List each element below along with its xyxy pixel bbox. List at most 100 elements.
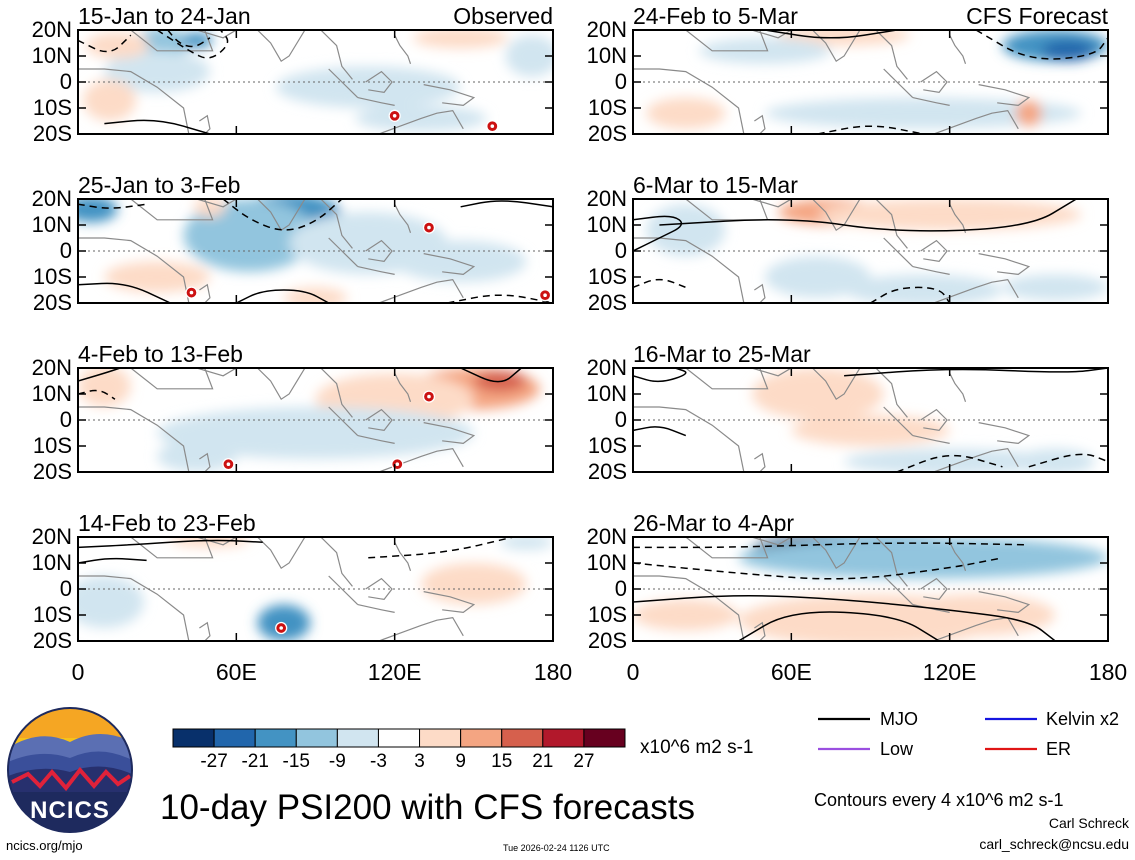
coastline bbox=[633, 199, 769, 221]
cyclone-icon bbox=[391, 458, 404, 471]
panel-title: 4-Feb to 13-Feb bbox=[78, 341, 243, 367]
coastline bbox=[78, 30, 214, 52]
coastline bbox=[423, 253, 476, 276]
colorbar-swatch bbox=[172, 728, 215, 748]
coastline bbox=[365, 70, 393, 94]
cyclone-icon bbox=[538, 289, 552, 302]
anomaly-region bbox=[170, 537, 250, 548]
y-tick-label: 0 bbox=[59, 576, 72, 601]
y-tick-label: 20S bbox=[32, 290, 72, 315]
anomaly-region bbox=[394, 240, 527, 283]
coastline bbox=[78, 406, 190, 472]
legend-label-er: ER bbox=[1046, 739, 1072, 759]
anomaly-region bbox=[83, 79, 137, 121]
coastline bbox=[920, 239, 948, 263]
y-tick-label: 10S bbox=[32, 95, 72, 120]
mjo-contour bbox=[633, 278, 687, 289]
mjo-contour bbox=[633, 557, 1003, 580]
y-tick-label: 10N bbox=[31, 550, 72, 575]
coastline bbox=[394, 372, 412, 402]
colorbar-tick-label: 15 bbox=[491, 751, 513, 772]
coastline bbox=[365, 577, 393, 601]
y-tick-label: 10S bbox=[587, 264, 627, 289]
colorbar-swatch bbox=[583, 728, 626, 748]
y-tick-label: 0 bbox=[614, 69, 627, 94]
coastline bbox=[257, 537, 306, 570]
cyclone-icon bbox=[422, 221, 436, 234]
coastline bbox=[423, 84, 476, 107]
anomaly-region bbox=[500, 537, 553, 550]
coastline bbox=[883, 406, 914, 437]
anomaly-region bbox=[764, 256, 871, 298]
y-tick-label: 20S bbox=[32, 628, 72, 653]
coastline bbox=[812, 30, 861, 63]
anomaly-region bbox=[421, 563, 527, 605]
coastline bbox=[883, 237, 914, 268]
coastline bbox=[78, 575, 190, 641]
anomaly-region bbox=[791, 414, 950, 446]
x-tick-label: 120E bbox=[922, 659, 977, 685]
coastline bbox=[883, 575, 914, 606]
y-tick-label: 10N bbox=[31, 212, 72, 237]
site-link[interactable]: ncics.org/mjo bbox=[6, 838, 83, 853]
y-tick-label: 20N bbox=[31, 355, 72, 380]
y-tick-label: 0 bbox=[614, 238, 627, 263]
y-tick-label: 0 bbox=[59, 238, 72, 263]
y-tick-label: 20N bbox=[586, 355, 627, 380]
author: Carl Schreck bbox=[1048, 815, 1129, 831]
x-tick-label: 180 bbox=[1088, 659, 1128, 685]
cyclone-icon bbox=[486, 120, 499, 133]
panel-title: 15-Jan to 24-Jan bbox=[78, 3, 251, 29]
coastline bbox=[423, 422, 476, 445]
coastline bbox=[875, 199, 908, 249]
anomaly-region bbox=[1015, 448, 1095, 472]
colorbar-swatch bbox=[295, 728, 338, 748]
coastline bbox=[920, 70, 948, 94]
coastline bbox=[378, 278, 464, 303]
coastline bbox=[196, 368, 237, 377]
mjo-contour bbox=[78, 368, 121, 382]
colorbar-swatch bbox=[213, 728, 256, 748]
coastline bbox=[812, 368, 861, 401]
coastline bbox=[933, 447, 1019, 472]
timestamp: Tue 2026-02-24 1126 UTC bbox=[503, 843, 610, 853]
y-tick-label: 20S bbox=[32, 121, 72, 146]
coastline bbox=[199, 114, 211, 134]
x-tick-label: 0 bbox=[71, 659, 85, 685]
anomaly-region bbox=[194, 199, 226, 218]
coastline bbox=[883, 68, 914, 99]
panel-p6 bbox=[632, 198, 1109, 304]
panel-p7 bbox=[632, 367, 1109, 473]
x-tick-label: 60E bbox=[215, 659, 257, 685]
panel-p8 bbox=[632, 536, 1109, 642]
colorbar-tick-label: 27 bbox=[573, 751, 595, 772]
y-tick-label: 10S bbox=[32, 602, 72, 627]
coastline bbox=[912, 97, 950, 106]
coastline bbox=[78, 368, 214, 390]
colorbar-swatch bbox=[336, 728, 379, 748]
y-tick-label: 10S bbox=[587, 95, 627, 120]
coastline bbox=[978, 591, 1031, 614]
coastline bbox=[751, 368, 792, 377]
cyclone-icon bbox=[275, 621, 288, 635]
mjo-contour bbox=[659, 199, 1077, 232]
coastline bbox=[933, 616, 1019, 641]
y-tick-label: 10N bbox=[586, 550, 627, 575]
mjo-contour bbox=[844, 368, 1108, 377]
coastline bbox=[365, 408, 393, 432]
mjo-contour bbox=[1028, 453, 1108, 468]
y-tick-label: 10S bbox=[587, 602, 627, 627]
mjo-contour bbox=[460, 200, 553, 208]
chart-title: 10-day PSI200 with CFS forecasts bbox=[160, 788, 695, 827]
colorbar-tick-label: 21 bbox=[532, 751, 554, 772]
y-tick-label: 20S bbox=[587, 121, 627, 146]
colorbar bbox=[172, 728, 626, 748]
cyclone-icon bbox=[388, 109, 401, 122]
coastline bbox=[199, 452, 211, 472]
coastline bbox=[978, 422, 1031, 445]
anomaly-region bbox=[85, 32, 150, 59]
anomaly-region bbox=[646, 204, 726, 257]
mjo-contour bbox=[78, 34, 132, 53]
colorbar-swatch bbox=[377, 728, 421, 748]
